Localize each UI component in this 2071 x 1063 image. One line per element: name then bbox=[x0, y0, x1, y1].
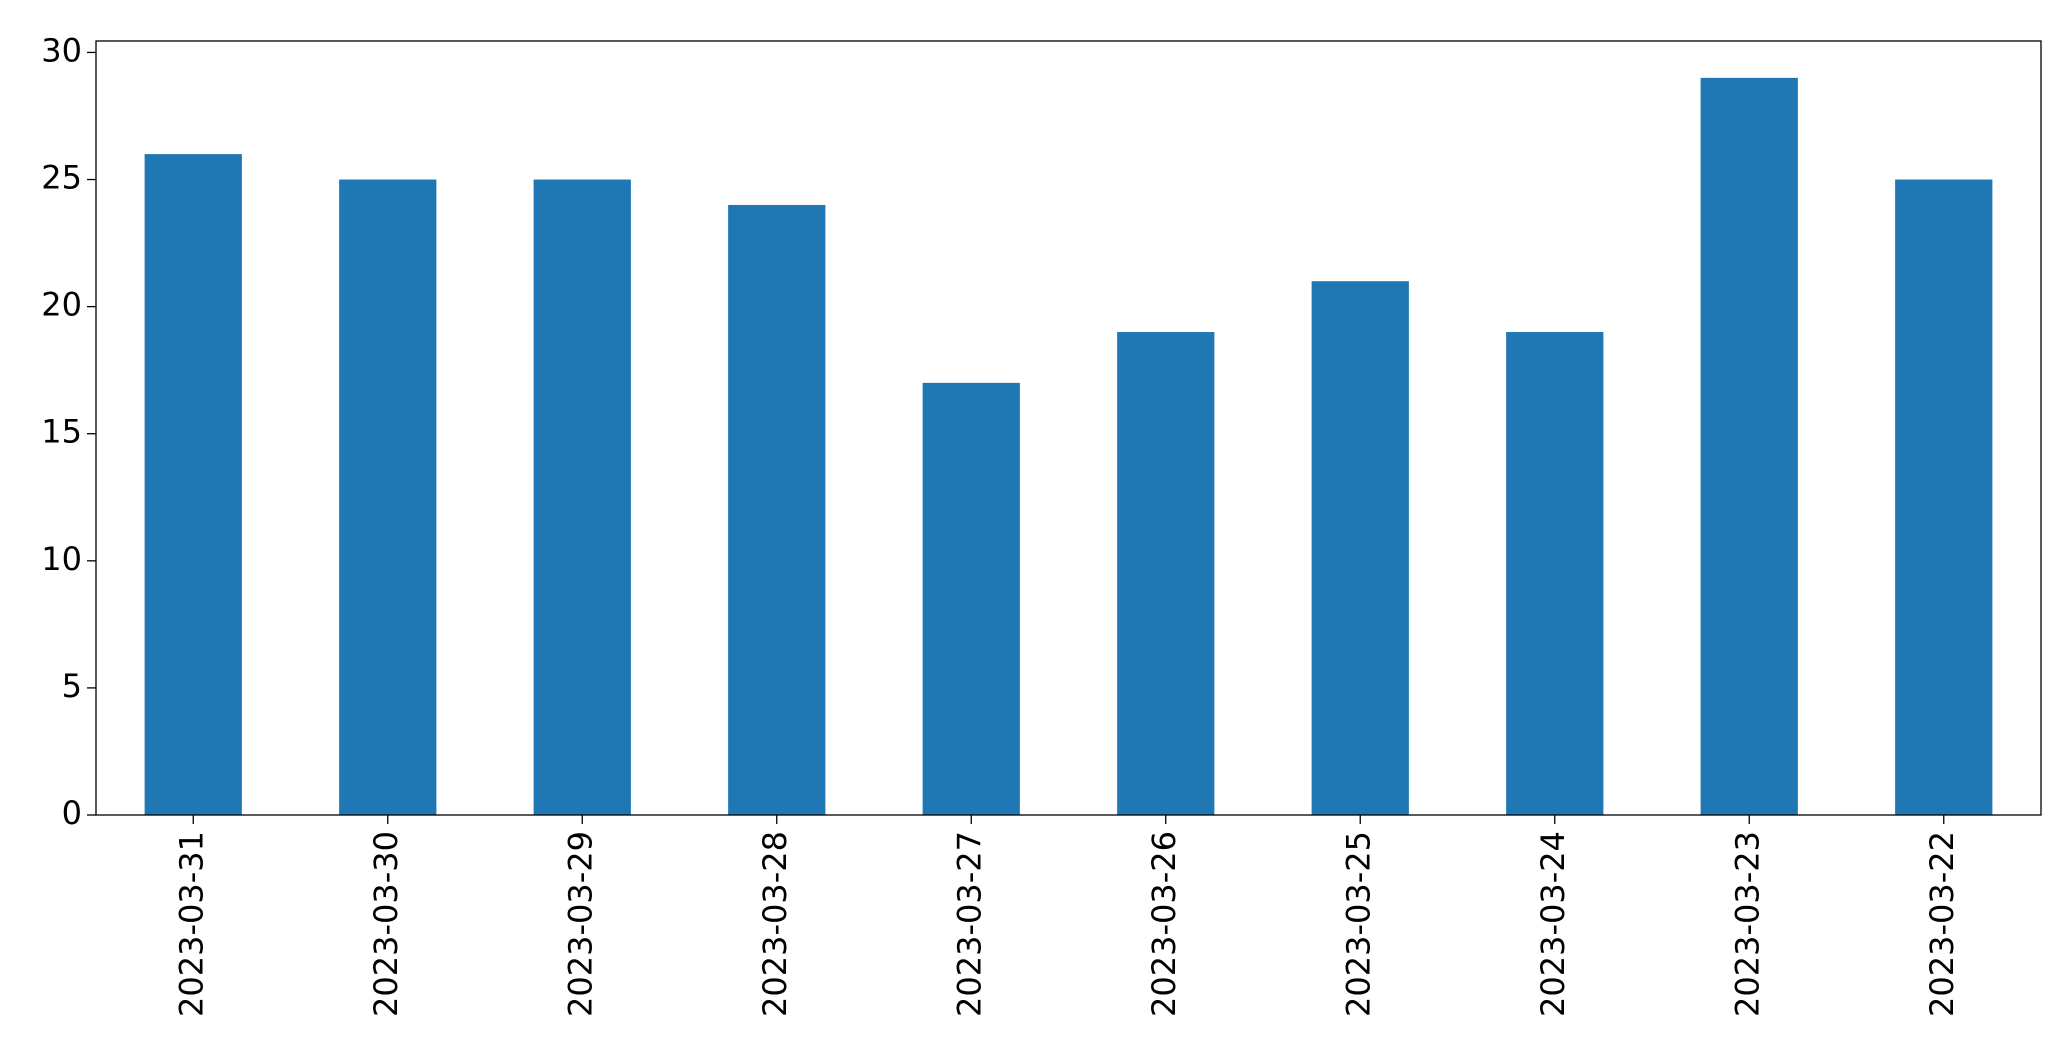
bar bbox=[1311, 281, 1409, 815]
x-tick-label: 2023-03-25 bbox=[1339, 831, 1377, 1017]
bar bbox=[1506, 332, 1604, 815]
bar bbox=[1117, 332, 1215, 815]
bar bbox=[728, 204, 826, 815]
bar bbox=[533, 179, 631, 816]
bar bbox=[144, 154, 242, 816]
y-tick-label: 5 bbox=[62, 667, 82, 705]
bar bbox=[1895, 179, 1993, 816]
y-tick-label: 15 bbox=[41, 413, 82, 451]
x-tick-label: 2023-03-24 bbox=[1534, 831, 1572, 1017]
y-tick-label: 10 bbox=[41, 540, 82, 578]
bar bbox=[1700, 77, 1798, 816]
y-tick-label: 0 bbox=[62, 794, 82, 832]
x-tick-label: 2023-03-29 bbox=[561, 831, 599, 1017]
x-tick-label: 2023-03-31 bbox=[172, 831, 210, 1017]
x-tick-label: 2023-03-30 bbox=[367, 831, 405, 1017]
bar bbox=[339, 179, 437, 816]
x-tick-label: 2023-03-22 bbox=[1923, 831, 1961, 1017]
plot-frame bbox=[95, 40, 2042, 816]
x-tick-label: 2023-03-28 bbox=[756, 831, 794, 1017]
x-tick-label: 2023-03-23 bbox=[1728, 831, 1766, 1017]
x-tick-label: 2023-03-27 bbox=[950, 831, 988, 1017]
x-tick-label: 2023-03-26 bbox=[1145, 831, 1183, 1017]
y-tick-label: 25 bbox=[41, 159, 82, 197]
bar bbox=[922, 382, 1020, 815]
y-tick-label: 20 bbox=[41, 286, 82, 324]
y-tick-label: 30 bbox=[41, 31, 82, 69]
